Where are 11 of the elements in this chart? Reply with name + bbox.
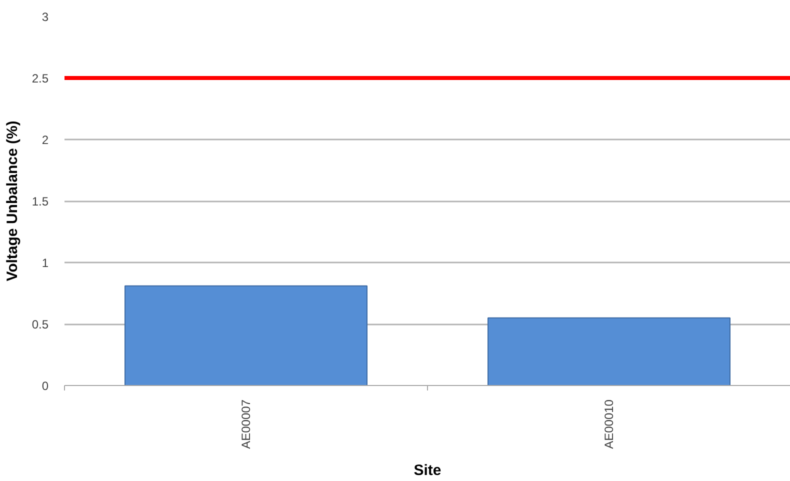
y-tick-label: 1.5 [32,194,49,208]
y-tick-label: 0 [42,379,49,393]
x-tick-label: AE00010 [602,399,616,449]
x-axis-title: Site [414,462,442,479]
y-tick-label: 0.5 [32,318,49,332]
y-axis-title: Voltage Unbalance (%) [4,120,21,282]
y-tick-label: 3 [42,10,49,24]
x-tick-label: AE00007 [239,399,253,449]
y-tick-label: 2.5 [32,72,49,86]
y-tick-label: 2 [42,133,49,147]
y-tick-label: 1 [42,256,49,270]
